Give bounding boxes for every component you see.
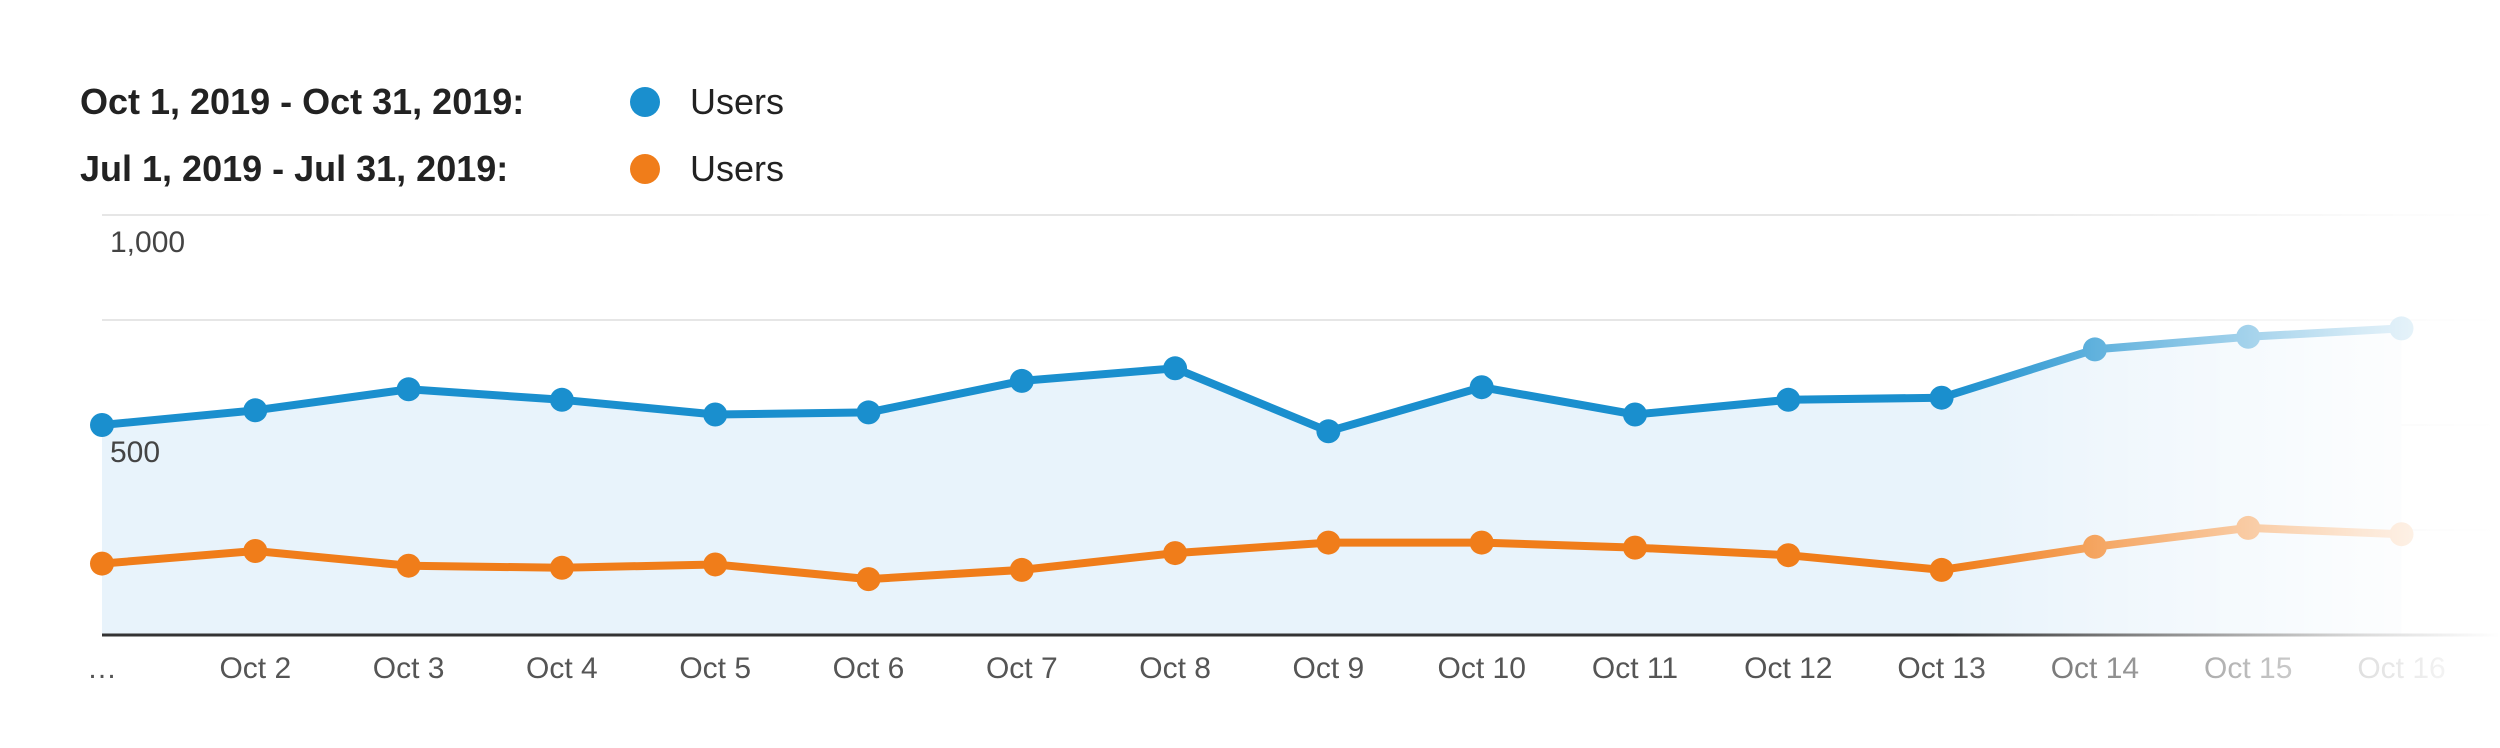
legend-period-label: Oct 1, 2019 - Oct 31, 2019: [80,80,525,122]
x-tick-label: Oct 10 [1438,652,1526,685]
series-1-point [243,398,268,423]
x-tick-label: Oct 9 [1293,652,1365,685]
series-1-point [1009,368,1034,393]
series-1-point [549,387,574,412]
legend-dot-icon [630,153,660,184]
series-2-point [90,551,114,576]
x-tick-label: Oct 6 [833,652,905,685]
series-1-point [1929,385,1954,410]
series-2-point [1316,530,1341,555]
series-2-point [1776,543,1801,568]
x-tick-label: … [87,652,117,685]
y-tick-label: 1,000 [110,226,185,259]
y-tick-label: 500 [110,436,160,469]
series-2-point [703,552,728,577]
series-1-point [1776,387,1801,412]
series-2-point [1009,557,1034,582]
series-2-point [1623,535,1647,560]
legend-metric-label: Users [690,80,785,122]
series-1-point [856,400,881,425]
chart-legend: Oct 1, 2019 - Oct 31, 2019: Users Jul 1,… [80,68,784,202]
legend-dot-icon [630,86,660,117]
x-tick-label: Oct 11 [1592,652,1678,685]
series-2-point [856,567,881,592]
legend-period-label: Jul 1, 2019 - Jul 31, 2019: [80,147,509,189]
series-2-point [396,553,421,578]
series-1-point [396,377,421,402]
series-2-point [549,555,574,580]
y-tick-labels: 1,000 500 [110,226,185,469]
series-1-point [1163,356,1188,381]
x-tick-label: Oct 8 [1139,652,1211,685]
legend-row-previous-period: Jul 1, 2019 - Jul 31, 2019: Users [80,135,784,202]
series-2-point [1163,541,1188,566]
series-1-point [1623,402,1647,427]
series-1-point [1469,375,1494,400]
series-1-point [703,402,728,427]
x-tick-label: Oct 5 [679,652,751,685]
x-tick-label: Oct 2 [219,652,291,685]
x-tick-label: Oct 3 [373,652,445,685]
legend-metric-label: Users [690,147,785,189]
series-2-point [1929,557,1954,582]
x-tick-label: Oct 4 [526,652,598,685]
x-tick-label: Oct 7 [986,652,1058,685]
right-edge-fade [1950,180,2500,720]
series-2-point [243,539,268,563]
legend-row-current-period: Oct 1, 2019 - Oct 31, 2019: Users [80,68,784,135]
series-2-point [1469,530,1494,555]
series-1-point [90,413,114,437]
series-1-point [1316,419,1341,444]
x-tick-label: Oct 12 [1744,652,1832,685]
